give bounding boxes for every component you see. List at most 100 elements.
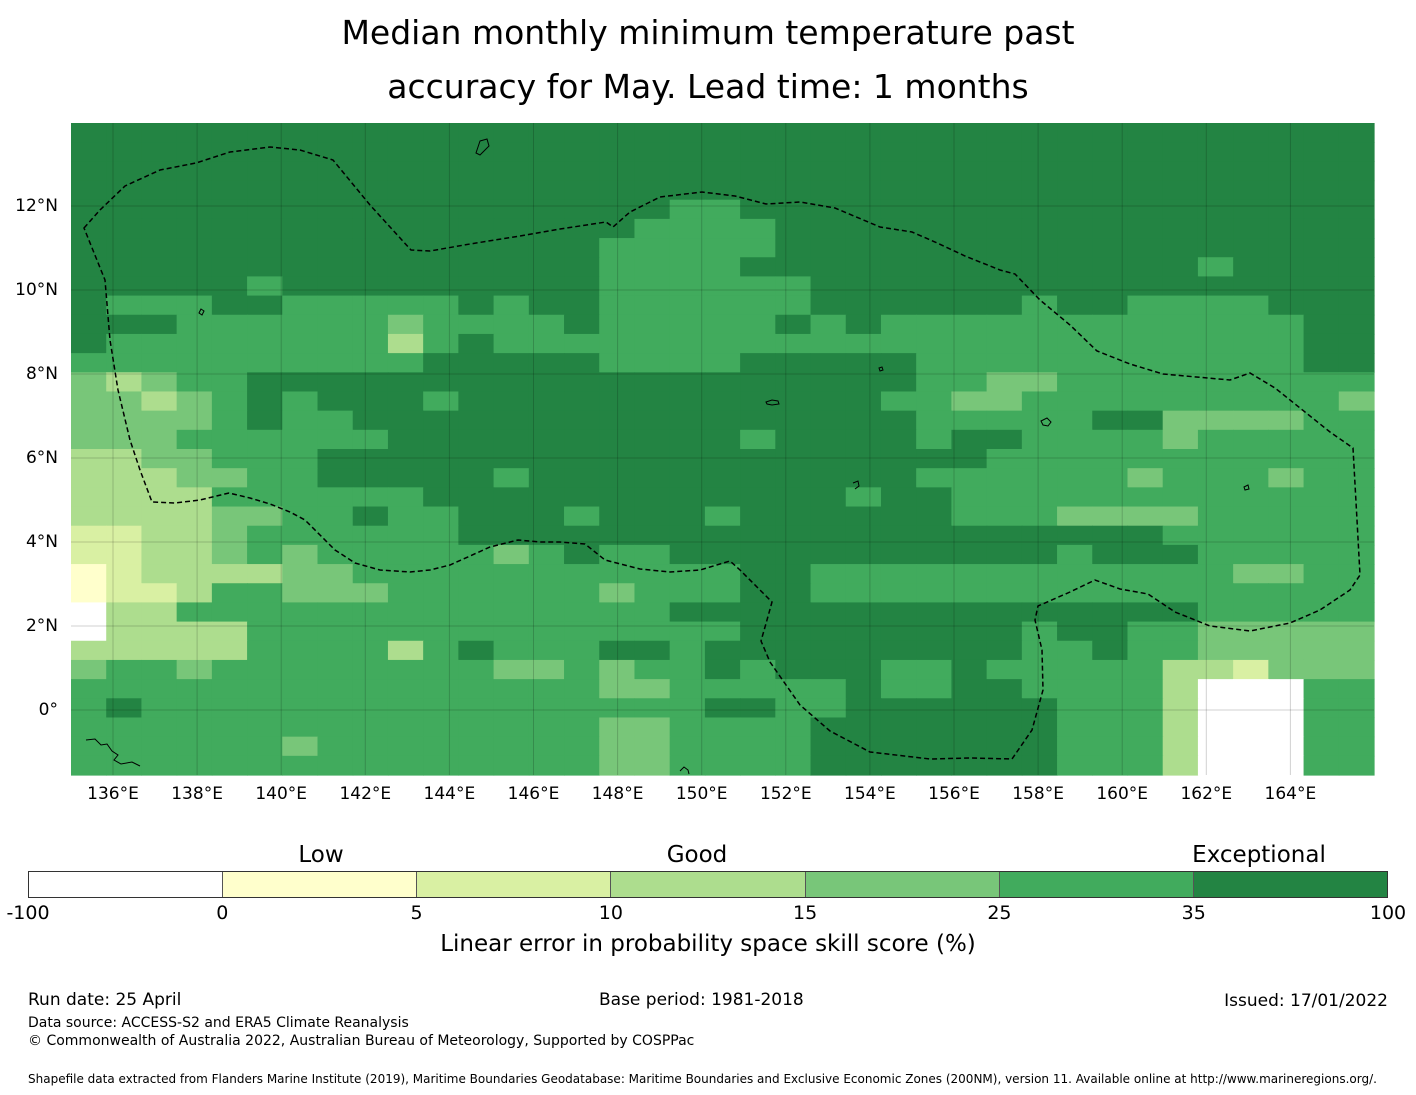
map-cell	[1197, 755, 1234, 776]
map-cell	[1303, 468, 1340, 488]
map-cell	[986, 487, 1023, 508]
map-cell	[740, 391, 776, 412]
map-cell	[106, 391, 143, 412]
map-cell	[634, 238, 671, 258]
map-cell	[810, 717, 847, 738]
map-cell	[951, 429, 988, 450]
map-cell	[493, 602, 530, 623]
yap-island	[198, 308, 205, 316]
map-cell	[1057, 583, 1093, 604]
map-cell	[176, 564, 213, 584]
map-cell	[810, 602, 847, 623]
map-cell	[247, 544, 283, 565]
map-cell	[775, 180, 812, 201]
map-cell	[740, 506, 776, 527]
map-cell	[916, 487, 953, 508]
map-cell	[564, 276, 600, 297]
map-cell	[1092, 333, 1129, 354]
map-cell	[1303, 487, 1340, 508]
map-cell	[951, 199, 988, 220]
map-cell	[775, 199, 812, 220]
map-cell	[810, 679, 847, 699]
map-cell	[317, 468, 354, 488]
map-cell	[669, 276, 706, 297]
map-cell	[775, 429, 812, 450]
map-cell	[704, 468, 741, 488]
map-cell	[458, 199, 495, 220]
map-cell	[740, 410, 776, 431]
map-cell	[282, 314, 319, 335]
map-cell	[1092, 640, 1129, 661]
map-cell	[986, 449, 1023, 469]
map-cell	[599, 468, 636, 488]
map-cell	[282, 583, 319, 604]
map-cell	[669, 525, 706, 546]
map-cell	[1092, 659, 1129, 680]
map-cell	[599, 640, 636, 661]
map-cell	[916, 659, 953, 680]
map-cell	[493, 449, 530, 469]
map-cell	[71, 238, 107, 258]
map-cell	[951, 679, 988, 699]
map-cell	[845, 679, 882, 699]
map-cell	[564, 410, 600, 431]
map-cell	[1338, 391, 1375, 412]
map-cell	[564, 314, 600, 335]
map-cell	[775, 468, 812, 488]
map-cell	[247, 429, 283, 450]
map-cell	[247, 640, 283, 661]
map-cell	[916, 564, 953, 584]
map-cell	[810, 506, 847, 527]
map-cell	[176, 161, 213, 182]
map-cell	[71, 583, 107, 604]
map-cell	[669, 602, 706, 623]
map-cell	[599, 717, 636, 738]
map-cell	[1057, 487, 1093, 508]
map-cell	[845, 391, 882, 412]
map-cell	[141, 525, 178, 546]
map-cell	[1303, 123, 1340, 143]
run-date: Run date: 25 April	[28, 990, 182, 1010]
map-cell	[1303, 544, 1340, 565]
map-cell	[317, 717, 354, 738]
map-cell	[176, 736, 213, 757]
map-cell	[1057, 449, 1093, 469]
map-cell	[1127, 544, 1164, 565]
map-cell	[211, 640, 248, 661]
map-cell	[1092, 238, 1129, 258]
map-cell	[1268, 621, 1305, 642]
map-cell	[1233, 583, 1269, 604]
map-cell	[71, 180, 107, 201]
map-cell	[1057, 180, 1093, 201]
map-cell	[599, 429, 636, 450]
map-cell	[71, 698, 107, 719]
map-cell	[247, 659, 283, 680]
map-cell	[106, 276, 143, 297]
map-cell	[951, 755, 988, 776]
map-cell	[1092, 602, 1129, 623]
map-cell	[845, 257, 882, 278]
map-cell	[916, 621, 953, 642]
map-cell	[141, 142, 178, 162]
map-cell	[1021, 659, 1058, 680]
map-cell	[106, 468, 143, 488]
map-cell	[1021, 564, 1058, 584]
map-cell	[564, 621, 600, 642]
map-cell	[528, 698, 565, 719]
map-cell	[880, 698, 917, 719]
map-cell	[1057, 755, 1093, 776]
map-cell	[1338, 698, 1375, 719]
map-cell	[880, 736, 917, 757]
map-cell	[106, 755, 143, 776]
map-cell	[493, 161, 530, 182]
map-cell	[564, 736, 600, 757]
map-cell	[458, 659, 495, 680]
map-cell	[740, 717, 776, 738]
map-cell	[211, 736, 248, 757]
map-cell	[528, 621, 565, 642]
map-cell	[951, 257, 988, 278]
map-cell	[1127, 679, 1164, 699]
map-cell	[1233, 621, 1269, 642]
map-cell	[740, 218, 776, 239]
map-cell	[247, 353, 283, 373]
